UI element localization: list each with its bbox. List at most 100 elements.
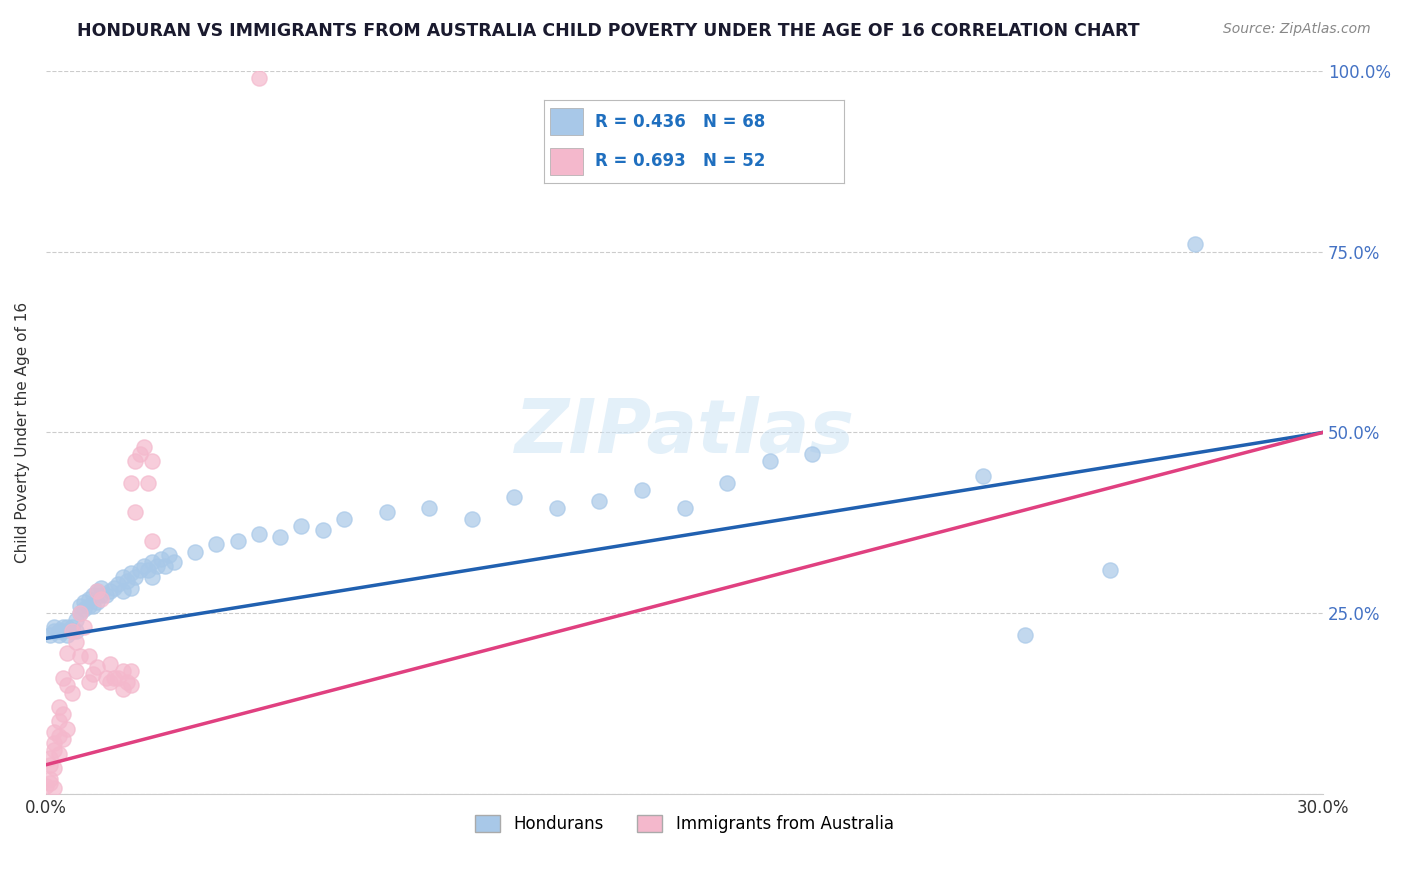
Point bbox=[39, 628, 62, 642]
Point bbox=[141, 454, 163, 468]
Point bbox=[39, 750, 62, 764]
Point bbox=[69, 599, 91, 613]
Point bbox=[503, 491, 526, 505]
Point bbox=[120, 678, 142, 692]
Point bbox=[82, 588, 104, 602]
Legend: Hondurans, Immigrants from Australia: Hondurans, Immigrants from Australia bbox=[468, 808, 900, 839]
Point bbox=[56, 722, 79, 736]
Point bbox=[546, 501, 568, 516]
Point bbox=[56, 678, 79, 692]
Point bbox=[132, 559, 155, 574]
Point bbox=[758, 454, 780, 468]
Point bbox=[163, 556, 186, 570]
Point bbox=[972, 468, 994, 483]
Point bbox=[44, 624, 66, 639]
Point bbox=[149, 551, 172, 566]
Point bbox=[94, 588, 117, 602]
Point bbox=[145, 559, 167, 574]
Text: Source: ZipAtlas.com: Source: ZipAtlas.com bbox=[1223, 22, 1371, 37]
Point bbox=[73, 620, 96, 634]
Point bbox=[90, 591, 112, 606]
Point bbox=[128, 447, 150, 461]
Point bbox=[460, 512, 482, 526]
Point bbox=[205, 537, 228, 551]
Point bbox=[69, 606, 91, 620]
Point bbox=[86, 660, 108, 674]
Point bbox=[98, 674, 121, 689]
Point bbox=[115, 674, 138, 689]
Point bbox=[1014, 628, 1036, 642]
Point bbox=[141, 570, 163, 584]
Point bbox=[44, 725, 66, 739]
Point bbox=[77, 599, 100, 613]
Point bbox=[56, 646, 79, 660]
Point bbox=[132, 440, 155, 454]
Point bbox=[1184, 237, 1206, 252]
Text: HONDURAN VS IMMIGRANTS FROM AUSTRALIA CHILD POVERTY UNDER THE AGE OF 16 CORRELAT: HONDURAN VS IMMIGRANTS FROM AUSTRALIA CH… bbox=[77, 22, 1140, 40]
Point bbox=[120, 664, 142, 678]
Point bbox=[247, 71, 270, 86]
Point bbox=[120, 581, 142, 595]
Point bbox=[141, 556, 163, 570]
Point bbox=[39, 776, 62, 790]
Point bbox=[120, 475, 142, 490]
Point bbox=[111, 570, 134, 584]
Point bbox=[35, 780, 58, 794]
Point bbox=[52, 624, 75, 639]
Point bbox=[673, 501, 696, 516]
Point bbox=[375, 505, 398, 519]
Point bbox=[111, 664, 134, 678]
Point bbox=[103, 581, 125, 595]
Point bbox=[98, 584, 121, 599]
Point bbox=[60, 624, 83, 639]
Point bbox=[128, 563, 150, 577]
Point bbox=[184, 544, 207, 558]
Point bbox=[69, 606, 91, 620]
Y-axis label: Child Poverty Under the Age of 16: Child Poverty Under the Age of 16 bbox=[15, 301, 30, 563]
Point bbox=[48, 628, 70, 642]
Point bbox=[65, 624, 87, 639]
Point bbox=[82, 599, 104, 613]
Point bbox=[60, 624, 83, 639]
Point bbox=[48, 729, 70, 743]
Point bbox=[48, 747, 70, 761]
Point bbox=[48, 714, 70, 729]
Point bbox=[226, 533, 249, 548]
Point bbox=[77, 649, 100, 664]
Point bbox=[141, 533, 163, 548]
Point bbox=[247, 526, 270, 541]
Point bbox=[77, 674, 100, 689]
Point bbox=[39, 757, 62, 772]
Point bbox=[716, 475, 738, 490]
Point bbox=[153, 559, 176, 574]
Point bbox=[94, 671, 117, 685]
Text: ZIPatlas: ZIPatlas bbox=[515, 396, 855, 469]
Point bbox=[44, 620, 66, 634]
Point bbox=[588, 494, 610, 508]
Point bbox=[86, 584, 108, 599]
Point bbox=[86, 584, 108, 599]
Point bbox=[115, 574, 138, 588]
Point bbox=[159, 548, 181, 562]
Point bbox=[90, 588, 112, 602]
Point bbox=[77, 591, 100, 606]
Point bbox=[52, 671, 75, 685]
Point bbox=[111, 584, 134, 599]
Point bbox=[39, 772, 62, 787]
Point bbox=[124, 570, 146, 584]
Point bbox=[56, 628, 79, 642]
Point bbox=[333, 512, 356, 526]
Point bbox=[107, 577, 129, 591]
Point bbox=[44, 761, 66, 775]
Point bbox=[86, 595, 108, 609]
Point bbox=[107, 671, 129, 685]
Point bbox=[90, 581, 112, 595]
Point bbox=[136, 563, 159, 577]
Point bbox=[60, 620, 83, 634]
Point bbox=[98, 657, 121, 671]
Point bbox=[103, 671, 125, 685]
Point bbox=[269, 530, 291, 544]
Point bbox=[801, 447, 824, 461]
Point bbox=[312, 523, 335, 537]
Point bbox=[124, 454, 146, 468]
